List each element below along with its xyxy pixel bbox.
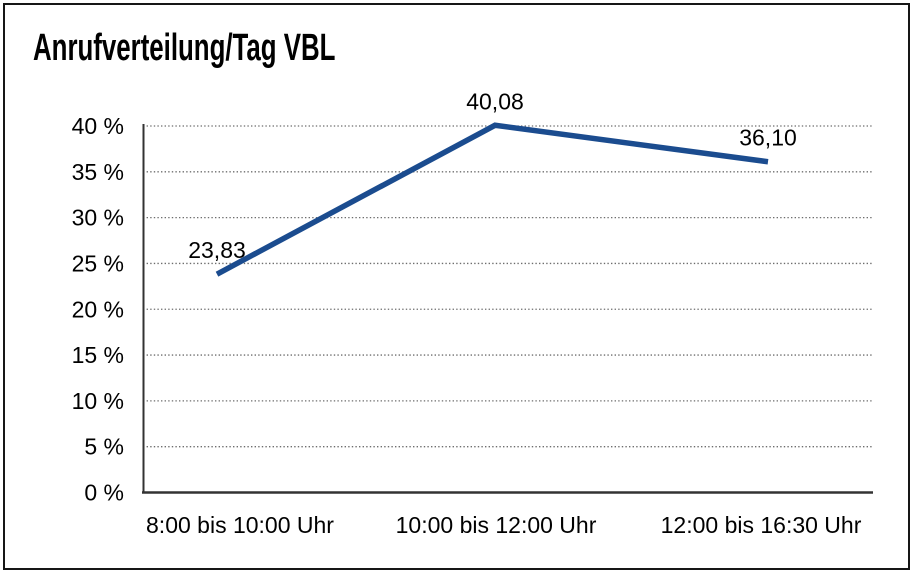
data-point-label: 40,08 — [466, 88, 524, 114]
y-tick-label: 25 % — [72, 250, 124, 276]
x-category-label: 8:00 bis 10:00 Uhr — [146, 512, 334, 538]
data-point-label: 36,10 — [739, 125, 797, 151]
y-tick-label: 30 % — [72, 205, 124, 231]
chart-title: Anrufverteilung/Tag VBL — [33, 27, 336, 69]
y-tick-label: 10 % — [72, 388, 124, 414]
y-tick-label: 15 % — [72, 342, 124, 368]
x-category-label: 12:00 bis 16:30 Uhr — [661, 512, 862, 538]
y-tick-label: 20 % — [72, 296, 124, 322]
x-category-label: 10:00 bis 12:00 Uhr — [396, 512, 597, 538]
y-tick-label: 5 % — [84, 434, 124, 460]
data-series-line — [215, 122, 769, 277]
y-tick-label: 0 % — [84, 480, 124, 506]
data-point-label: 23,83 — [188, 237, 246, 263]
y-tick-label: 35 % — [72, 159, 124, 185]
y-tick-label: 40 % — [72, 113, 124, 139]
